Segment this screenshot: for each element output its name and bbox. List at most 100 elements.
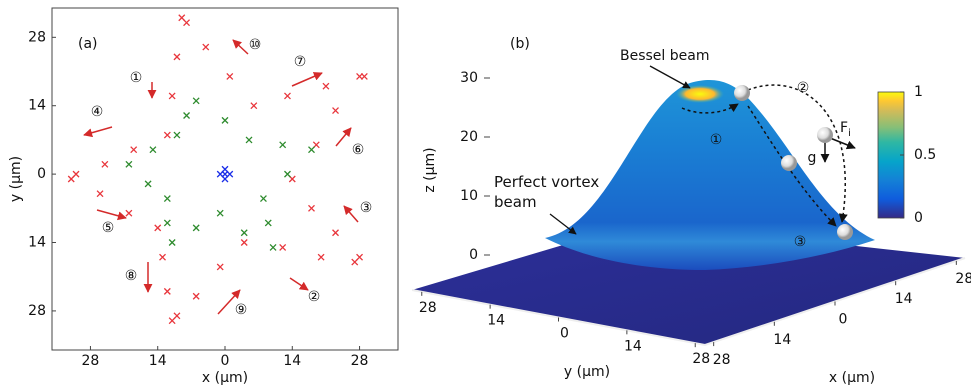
marker: [259, 195, 267, 203]
x-tick-label: 14: [283, 353, 301, 369]
step-label: ①: [130, 70, 143, 86]
annotation: Perfect vortex beam: [494, 173, 600, 211]
marker: [130, 146, 138, 154]
step-arrow: [343, 205, 359, 223]
panel-a: 28 14 0 14 28 28 14 0 14 28 x (μm) y (μm) (a) ① ② ③ ④ ⑤ ⑥ ⑦…: [8, 7, 399, 386]
step-arrow: [291, 72, 323, 87]
marker: [168, 92, 176, 100]
colorbar-tick-label: 0.5: [914, 147, 936, 163]
marker: [308, 146, 315, 154]
marker: [250, 102, 258, 110]
intensity-peak: [676, 85, 724, 103]
marker: [279, 141, 287, 149]
step-label: ⑥: [352, 142, 365, 158]
marker: [202, 43, 210, 51]
force-subscript: i: [848, 128, 851, 139]
panel-label: (b): [510, 36, 530, 52]
marker: [245, 136, 253, 144]
marker: [332, 229, 339, 237]
x-tick-label: 28: [351, 353, 369, 369]
marker: [221, 175, 229, 183]
marker: [192, 292, 200, 300]
label-arrow: [549, 213, 577, 235]
step-label: ①: [710, 132, 723, 148]
marker: [279, 243, 287, 251]
step-label: ④: [91, 104, 104, 120]
marker: [168, 239, 176, 246]
marker: [192, 224, 200, 232]
x-tick-label: 14: [773, 332, 791, 348]
step-label: ⑦: [294, 54, 307, 70]
marker: [317, 253, 325, 261]
x-axis-label: x (μm): [202, 370, 248, 386]
z-tick-label: 0: [469, 247, 478, 263]
marker: [356, 253, 364, 261]
step-label: ⑤: [102, 220, 115, 236]
x-tick-label: 0: [839, 312, 848, 328]
path-arrow: [747, 105, 837, 227]
marker: [159, 253, 166, 261]
step-label: ②: [308, 289, 321, 305]
x-tick-label: 0: [221, 353, 230, 369]
particle: [817, 127, 833, 143]
marker: [240, 229, 248, 237]
y-tick-label: 0: [560, 326, 569, 342]
plane-edge: [411, 257, 966, 347]
marker: [332, 107, 339, 115]
step-arrow: [335, 127, 352, 147]
y-tick-label: 14: [28, 98, 46, 114]
step-arrow: [83, 126, 113, 138]
y-tick-label: 28: [692, 351, 710, 367]
marker: [308, 204, 315, 212]
particle: [781, 155, 797, 171]
marker: [163, 219, 171, 227]
step-label: ⑨: [235, 302, 248, 318]
marker: [221, 116, 229, 124]
z-tick-label: 30: [460, 70, 478, 86]
marker: [173, 312, 181, 320]
marker: [163, 195, 171, 203]
marker: [125, 209, 133, 217]
x-tick-label: 28: [955, 271, 971, 287]
marker: [96, 190, 104, 198]
z-tick-label: 10: [460, 188, 478, 204]
force-label: Fi: [840, 120, 851, 139]
force-arrow: [829, 137, 856, 150]
step-arrow: [96, 209, 127, 221]
y-axis-label: y (μm): [564, 364, 610, 380]
y-tick-label: 28: [28, 29, 46, 45]
colorbar-tick-label: 0: [914, 210, 923, 226]
z-tick-label: 20: [460, 129, 478, 145]
step-label: ③: [360, 200, 373, 216]
y-axis-label: y (μm): [8, 156, 24, 202]
marker: [183, 112, 191, 119]
marker: [163, 131, 171, 139]
marker: [322, 82, 330, 90]
y-tick-label: 0: [37, 166, 46, 182]
annotation-box: Perfect vortex beam: [494, 173, 600, 211]
marker: [154, 224, 162, 232]
marker: [183, 19, 191, 27]
marker: [72, 170, 80, 178]
marker: [221, 165, 229, 173]
gravity-label: g: [808, 150, 817, 166]
marker: [101, 160, 109, 168]
y-tick-label: 28: [419, 300, 437, 316]
marker: [125, 160, 133, 168]
marker: [284, 170, 291, 178]
marker: [192, 97, 200, 105]
marker: [226, 72, 234, 80]
y-tick-label: 28: [28, 303, 46, 319]
particle: [734, 85, 750, 101]
marker: [173, 131, 181, 139]
particle: [837, 224, 853, 240]
z-axis-label: z (μm): [422, 147, 438, 192]
y-tick-label: 14: [28, 235, 46, 251]
marker: [264, 219, 272, 227]
x-tick-label: 28: [713, 352, 731, 368]
x-tick-label: 14: [895, 291, 913, 307]
x-tick-label: 14: [149, 353, 167, 369]
marker: [163, 287, 171, 295]
